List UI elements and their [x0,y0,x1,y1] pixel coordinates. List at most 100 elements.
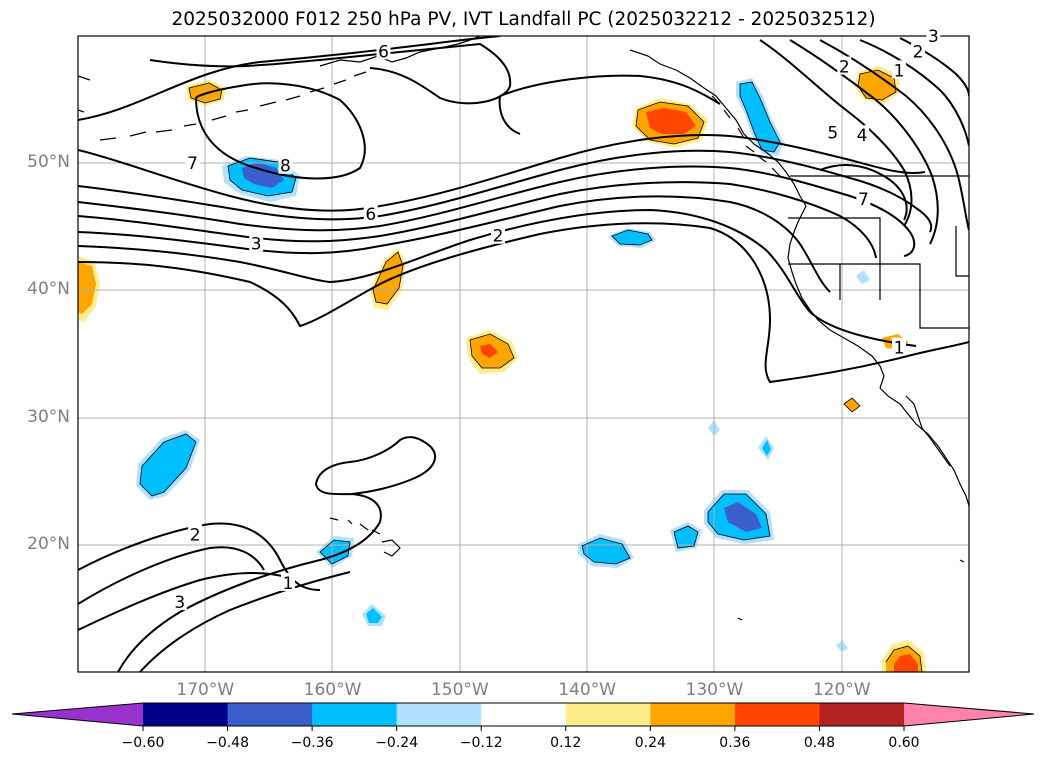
contour-label-bg [278,155,293,174]
colorbar-tick-label: 0.24 [634,735,666,751]
lat-tick-label: 30°N [27,406,70,427]
colorbar-segment [650,703,736,726]
bc-islands [711,95,781,177]
pv-contour [819,39,969,231]
lon-tick-label: 130°W [685,680,744,700]
contour-label: 6 [378,42,389,62]
pv-contour [859,39,969,147]
contour-label: 5 [827,124,838,144]
baja-california [879,387,969,507]
west-coast-us [787,205,885,389]
pv-contour [498,74,721,135]
contour-label-bg [856,188,871,207]
negative-anomaly-patch [242,162,284,188]
contour-label-bg [926,26,941,44]
colorbar-tick-label: −0.60 [121,735,165,751]
positive-anomaly-patch [373,252,403,304]
pv-contour [78,149,933,233]
pv-contour [819,164,908,221]
figure-title: 2025032000 F012 250 hPa PV, IVT Landfall… [171,9,876,30]
contour-label-bg [825,122,840,141]
anomaly-outlines [139,69,923,672]
colorbar-extend-high [904,703,1034,726]
negative-anomaly-patch [612,230,652,245]
contour-label-bg [491,225,506,244]
pv-contour [78,36,501,121]
colorbar-tick-label: 0.60 [888,735,920,751]
positive-anomaly-patch [646,108,696,134]
contour-label-bg [837,56,852,75]
lat-tick-label: 40°N [27,279,70,300]
pv-contour [78,181,877,259]
state-borders [788,217,969,329]
contour-label: 1 [283,574,294,594]
contour-label: 1 [894,61,905,81]
baja-peninsula [905,395,951,467]
negative-anomaly-patch [140,434,196,496]
pv-contour [78,195,831,293]
pv-contour [78,208,917,347]
pv-contour [149,42,512,105]
pv-contour [139,571,351,672]
negative-anomaly-patch [724,502,762,532]
contour-label-bg [281,572,296,591]
colorbar-tick-label: −0.24 [375,735,419,751]
contour-label-bg [188,524,203,543]
colorbar-segment [819,703,905,726]
contour-label-bg [172,592,187,611]
negative-anomaly-patch [762,440,771,456]
mexico-islands [737,559,965,621]
pv-contour [78,134,926,212]
negative-anomaly-patch [856,270,870,284]
pv-contour [194,82,366,180]
colorbar-segment [481,703,567,726]
colorbar-tick-label: −0.36 [290,735,334,751]
contour-label: 2 [839,58,850,78]
contour-label: 3 [174,593,185,613]
colorbar-tick-label: −0.12 [459,735,503,751]
negative-anomaly-patch [366,608,382,623]
negative-anomaly-patch [740,82,780,152]
colorbar-tick-label: 0.12 [550,735,582,751]
contour-label: 4 [857,126,868,146]
hawaiian-islands [329,517,401,557]
contour-label: 2 [913,42,924,62]
contour-label: 2 [190,526,201,546]
kamchatka-coast [78,75,91,113]
contour-label-bg [363,204,378,223]
colorbar-extend-low [12,703,143,726]
contour-label-bg [891,60,906,79]
lon-tick-label: 140°W [558,680,617,700]
pv-contour [78,222,969,384]
contour-label-bg [376,41,391,60]
contour-label: 1 [894,339,905,359]
pv-shading [78,66,926,672]
contour-label-bg [891,337,906,356]
colorbar-segment [734,703,820,726]
lon-tick-label: 150°W [430,680,489,700]
lat-tick-label: 20°N [27,533,70,554]
contour-label: 7 [858,190,869,210]
lon-tick-label: 120°W [812,680,871,700]
pv-contour [78,546,265,605]
pv-contour [759,39,913,227]
colorbar-tick-label: 0.36 [719,735,751,751]
lat-tick-label: 50°N [27,152,70,173]
lon-tick-label: 160°W [303,680,362,700]
colorbar-segment [312,703,398,726]
alaska-coast [319,36,481,67]
map-frame [77,35,970,673]
colorbar [11,702,1035,731]
gridlines [78,36,969,672]
pv-contours [78,36,969,672]
contour-label: 6 [365,205,376,225]
positive-anomaly-patch [894,654,918,672]
contour-label-bg [185,153,200,172]
alaska-panhandle [629,49,807,207]
negative-anomaly-patch [674,526,698,548]
pv-contour [117,436,436,672]
lon-tick-label: 170°W [176,680,235,700]
pv-contour [78,165,916,257]
colorbar-segment [143,703,229,726]
